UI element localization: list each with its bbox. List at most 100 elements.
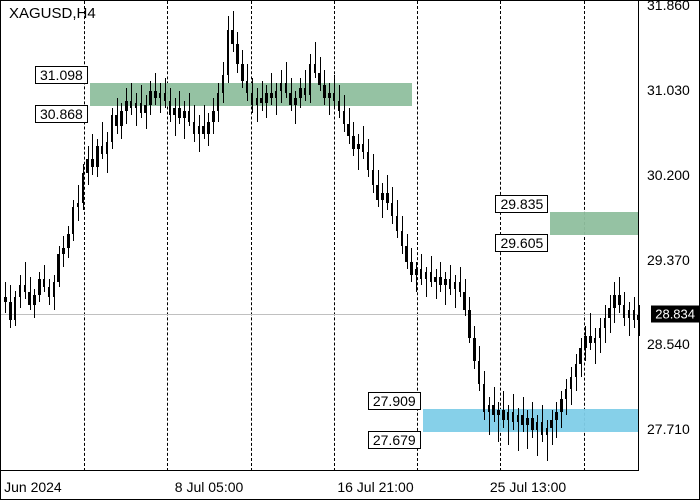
candle-body [9, 302, 12, 319]
candle-wick [131, 83, 132, 116]
candle-body [570, 377, 573, 389]
candle-body [584, 336, 587, 348]
candle-body [323, 85, 326, 98]
candle-body [289, 93, 292, 105]
candle-body [405, 246, 408, 261]
candle-body [82, 173, 85, 204]
candle-body [613, 295, 616, 307]
candle-wick [25, 262, 26, 300]
candle-wick [262, 81, 263, 112]
candle-body [193, 122, 196, 134]
x-tick-label: 16 Jul 21:00 [337, 479, 413, 495]
candle-body [517, 415, 520, 422]
candle-body [526, 418, 529, 425]
candle-wick [136, 93, 137, 126]
candle-body [285, 83, 288, 93]
candle-wick [527, 410, 528, 449]
candle-body [459, 282, 462, 292]
candle-body [381, 193, 384, 200]
candle-body [628, 310, 631, 318]
y-tick-label: 29.370 [641, 252, 699, 268]
candle-body [236, 44, 239, 64]
current-price-line [1, 314, 639, 315]
candle-body [227, 30, 230, 75]
x-axis: 27 Jun 20248 Jul 05:0016 Jul 21:0025 Jul… [1, 470, 639, 499]
candle-body [478, 361, 481, 385]
candle-body [265, 93, 268, 103]
x-tick-label: 8 Jul 05:00 [175, 479, 244, 495]
candle-body [430, 272, 433, 282]
candle-body [86, 159, 89, 172]
candle-body [169, 101, 172, 115]
candle-wick [204, 105, 205, 139]
candle-body [57, 254, 60, 282]
candle-body [468, 310, 471, 339]
chart-container: XAGUSD,H4 31.09830.86829.83529.60527.909… [0, 0, 700, 500]
candle-wick [629, 302, 630, 336]
candle-body [217, 93, 220, 111]
y-tick-label: 31.030 [641, 82, 699, 98]
zone-label: 29.835 [495, 195, 548, 213]
candle-body [444, 279, 447, 285]
candle-body [439, 277, 442, 285]
candle-body [550, 420, 553, 428]
y-tick-label: 28.540 [641, 336, 699, 352]
candle-wick [416, 262, 417, 293]
candle-body [338, 101, 341, 111]
candle-body [420, 269, 423, 279]
candle-body [28, 292, 31, 305]
candle-body [101, 146, 104, 154]
candle-body [401, 231, 404, 246]
grid-vline [251, 1, 252, 471]
candle-wick [160, 83, 161, 114]
candle-wick [155, 73, 156, 106]
candle-body [149, 91, 152, 105]
candle-wick [184, 101, 185, 139]
candle-wick [590, 313, 591, 351]
candle-body [144, 105, 147, 113]
candle-body [594, 338, 597, 343]
candle-body [275, 91, 278, 98]
candle-body [599, 328, 602, 338]
candle-wick [537, 415, 538, 456]
y-tick-label: 31.860 [641, 0, 699, 13]
candle-body [106, 142, 109, 154]
candle-body [497, 410, 500, 415]
candle-body [260, 98, 263, 103]
candle-body [372, 170, 375, 185]
candle-body [198, 126, 201, 134]
candle-body [560, 399, 563, 411]
candle-body [178, 108, 181, 118]
zone-label: 30.868 [35, 105, 88, 123]
candle-body [347, 124, 350, 136]
candle-body [449, 279, 452, 289]
candle-body [241, 64, 244, 80]
candle-body [488, 405, 491, 412]
candle-body [608, 308, 611, 318]
candle-wick [382, 183, 383, 218]
candle-body [502, 410, 505, 420]
candle-body [294, 98, 297, 105]
candle-body [328, 93, 331, 98]
candle-body [343, 111, 346, 123]
candle-wick [199, 115, 200, 152]
candle-body [604, 318, 607, 328]
candle-body [589, 336, 592, 343]
candle-body [318, 73, 321, 85]
candle-body [541, 422, 544, 435]
candle-wick [271, 73, 272, 106]
candle-body [43, 279, 46, 287]
candle-body [314, 64, 317, 72]
candle-body [507, 412, 510, 420]
chart-title: XAGUSD,H4 [9, 5, 96, 22]
zone-label: 31.098 [35, 66, 88, 84]
candle-wick [358, 134, 359, 170]
candle-body [352, 136, 355, 149]
candle-body [415, 269, 418, 275]
candle-body [396, 216, 399, 231]
candle-body [202, 126, 205, 134]
candle-body [434, 277, 437, 282]
candle-wick [179, 91, 180, 124]
candle-body [386, 193, 389, 203]
candle-wick [305, 70, 306, 101]
